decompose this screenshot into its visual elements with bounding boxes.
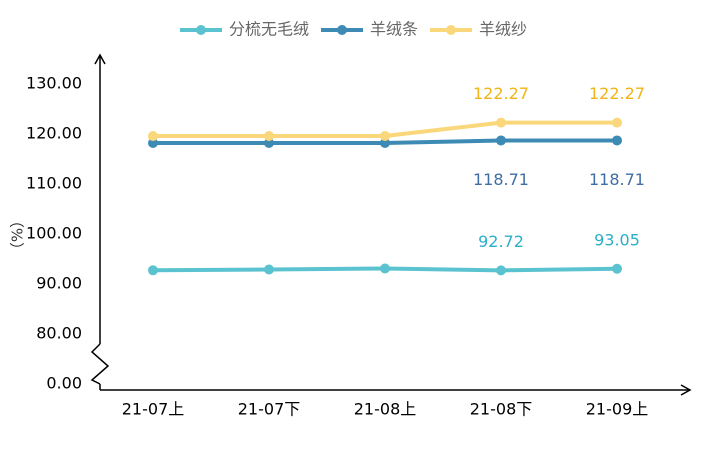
y-tick-label: 80.00 bbox=[36, 324, 82, 343]
axis-break-gap bbox=[92, 344, 108, 384]
x-tick-label: 21-09上 bbox=[586, 400, 649, 419]
data-point bbox=[612, 135, 622, 146]
data-point bbox=[612, 117, 622, 128]
y-tick-label: 100.00 bbox=[26, 224, 82, 243]
data-label: 93.05 bbox=[594, 230, 640, 249]
data-point bbox=[496, 265, 506, 276]
data-point bbox=[496, 117, 506, 128]
x-tick-label: 21-07下 bbox=[238, 400, 301, 419]
data-point bbox=[612, 263, 622, 274]
data-point bbox=[148, 131, 158, 141]
legend-marker bbox=[337, 25, 348, 35]
data-point bbox=[496, 135, 506, 146]
x-tick-label: 21-07上 bbox=[122, 400, 185, 419]
y-axis-arrow bbox=[94, 53, 106, 65]
data-point bbox=[380, 138, 390, 148]
data-point bbox=[264, 264, 274, 275]
data-point bbox=[148, 265, 158, 276]
legend-label: 羊绒条 bbox=[370, 20, 418, 39]
y-axis-label: （%） bbox=[9, 213, 27, 257]
data-label: 122.27 bbox=[589, 84, 645, 103]
x-tick-label: 21-08下 bbox=[470, 400, 533, 419]
legend-label: 分梳无毛绒 bbox=[229, 20, 309, 39]
y-tick-label: 110.00 bbox=[26, 174, 82, 193]
y-tick-label: 120.00 bbox=[26, 124, 82, 143]
x-axis-arrow bbox=[680, 384, 692, 396]
y-tick-label: 130.00 bbox=[26, 74, 82, 93]
data-point bbox=[148, 138, 158, 148]
y-tick-label: 90.00 bbox=[36, 274, 82, 293]
data-point bbox=[380, 131, 390, 141]
data-label: 118.71 bbox=[473, 170, 529, 189]
data-label: 118.71 bbox=[589, 170, 645, 189]
data-label: 122.27 bbox=[473, 84, 529, 103]
axis-break bbox=[90, 343, 110, 385]
legend-marker bbox=[446, 25, 457, 35]
data-label: 92.72 bbox=[478, 232, 524, 251]
legend-label: 羊绒纱 bbox=[479, 20, 527, 39]
x-tick-label: 21-08上 bbox=[354, 400, 417, 419]
data-point bbox=[264, 138, 274, 148]
legend-marker bbox=[196, 25, 206, 35]
data-point bbox=[380, 263, 390, 274]
y-tick-label: 0.00 bbox=[46, 374, 82, 393]
data-point bbox=[264, 131, 274, 141]
